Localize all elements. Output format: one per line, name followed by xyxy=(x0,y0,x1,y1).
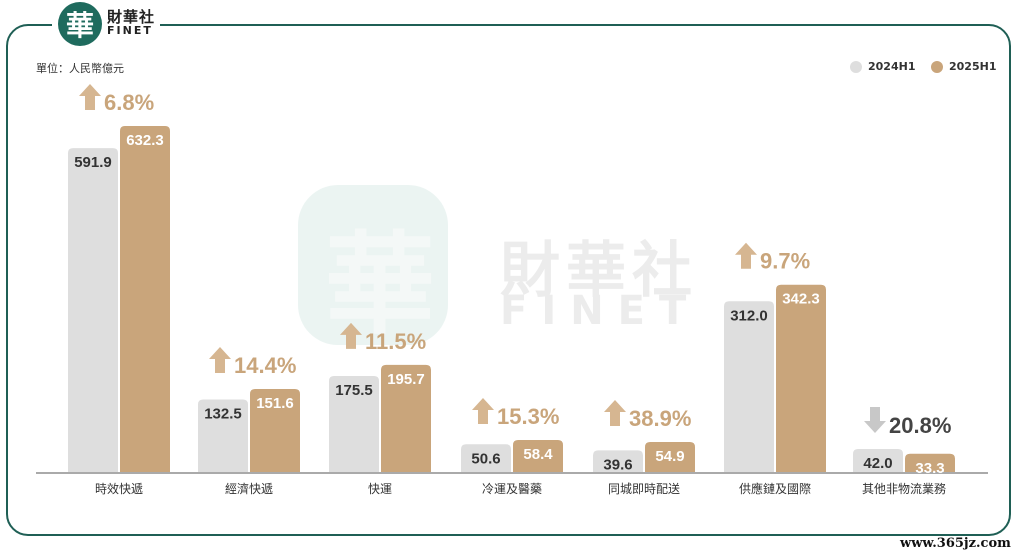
value-label-2025: 195.7 xyxy=(387,371,425,388)
value-label-2024: 39.6 xyxy=(603,456,632,473)
bar-2024 xyxy=(198,399,248,472)
change-label: 38.9% xyxy=(629,406,691,431)
value-label-2025: 151.6 xyxy=(256,395,294,412)
value-label-2024: 42.0 xyxy=(863,455,892,472)
up-arrow-icon xyxy=(340,322,362,349)
bar-2025 xyxy=(905,453,955,472)
value-label-2025: 342.3 xyxy=(782,291,820,308)
category-label: 時效快遞 xyxy=(95,481,143,496)
bar-2024 xyxy=(461,444,511,472)
value-label-2024: 175.5 xyxy=(335,382,373,399)
value-label-2024: 591.9 xyxy=(74,154,112,171)
change-label: 11.5% xyxy=(365,329,426,354)
brand-name-en: FINET xyxy=(107,24,153,37)
legend-swatch-2025 xyxy=(931,60,943,73)
bar-2024 xyxy=(724,301,774,472)
up-arrow-icon xyxy=(604,399,626,426)
finet-logo-icon: 華 xyxy=(58,2,102,46)
bar-2025 xyxy=(513,440,563,472)
value-label-2024: 312.0 xyxy=(730,307,768,324)
value-label-2024: 132.5 xyxy=(204,405,242,422)
bar-2024 xyxy=(329,375,379,472)
up-arrow-icon xyxy=(79,84,101,110)
bar-2025 xyxy=(120,126,170,472)
category-label: 同城即時配送 xyxy=(608,481,680,496)
chart-frame xyxy=(6,24,1011,536)
category-label: 其他非物流業務 xyxy=(862,482,946,496)
bar-2025 xyxy=(250,389,300,472)
legend-label-2025: 2025H1 xyxy=(949,60,997,73)
bar-2024 xyxy=(593,450,643,472)
category-label: 冷運及醫藥 xyxy=(482,482,542,496)
change-label: 20.8% xyxy=(889,413,951,438)
bar-2025 xyxy=(645,441,695,472)
up-arrow-icon xyxy=(472,398,494,425)
category-label: 供應鏈及國際 xyxy=(739,481,811,496)
legend-label-2024: 2024H1 xyxy=(868,60,916,73)
bar-2025 xyxy=(381,364,431,472)
value-label-2025: 33.3 xyxy=(915,460,944,477)
legend-item-2025: 2025H1 xyxy=(931,60,996,73)
bar-2024 xyxy=(68,148,118,472)
legend-item-2024: 2024H1 xyxy=(850,60,915,73)
legend-swatch-2024 xyxy=(850,60,862,73)
value-label-2025: 632.3 xyxy=(126,132,164,149)
change-label: 6.8% xyxy=(104,90,154,115)
down-arrow-icon xyxy=(864,407,886,434)
up-arrow-icon xyxy=(209,347,231,374)
bar-2024 xyxy=(853,449,903,472)
up-arrow-icon xyxy=(735,242,757,269)
value-label-2024: 50.6 xyxy=(471,450,500,467)
change-label: 9.7% xyxy=(760,249,810,274)
value-label-2025: 58.4 xyxy=(523,446,553,463)
brand-name-cn: 財華社 xyxy=(107,8,156,26)
bar-2025 xyxy=(776,284,826,472)
value-label-2025: 54.9 xyxy=(655,448,684,465)
change-label: 14.4% xyxy=(234,353,296,378)
category-label: 快運 xyxy=(368,482,392,496)
change-label: 15.3% xyxy=(497,404,559,429)
category-label: 經濟快遞 xyxy=(225,481,273,496)
unit-label: 單位：人民幣億元 xyxy=(36,62,124,75)
